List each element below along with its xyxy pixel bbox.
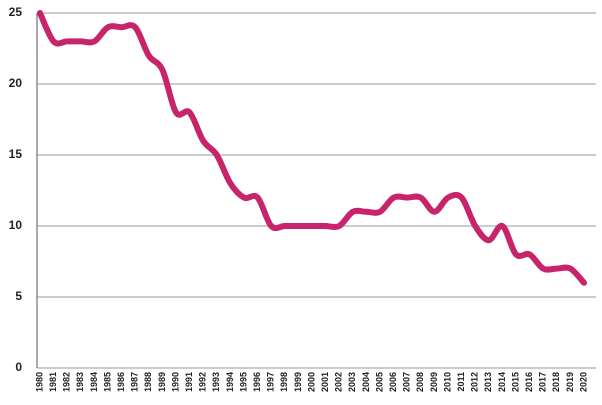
x-tick-label: 1993 xyxy=(211,372,221,392)
x-tick-label: 2010 xyxy=(442,372,452,392)
x-tick-label: 1981 xyxy=(48,372,58,392)
x-tick-label: 1995 xyxy=(238,372,248,392)
x-tick-label: 2014 xyxy=(497,372,507,392)
x-tick-label: 1983 xyxy=(75,372,85,392)
x-tick-label: 1991 xyxy=(184,372,194,392)
x-tick-label: 2003 xyxy=(347,372,357,392)
y-tick-label: 25 xyxy=(9,5,23,19)
x-tick-label: 2019 xyxy=(565,372,575,392)
x-tick-label: 1984 xyxy=(89,372,99,392)
x-tick-label: 2002 xyxy=(334,372,344,392)
x-tick-label: 1992 xyxy=(198,372,208,392)
x-tick-label: 1997 xyxy=(266,372,276,392)
x-tick-label: 1986 xyxy=(116,372,126,392)
x-tick-label: 2005 xyxy=(374,372,384,392)
x-tick-label: 1980 xyxy=(34,372,44,392)
y-tick-label: 0 xyxy=(15,360,22,374)
x-tick-label: 1989 xyxy=(157,372,167,392)
x-tick-label: 2004 xyxy=(361,372,371,392)
x-tick-label: 2018 xyxy=(551,372,561,392)
x-tick-label: 2006 xyxy=(388,372,398,392)
x-tick-label: 2013 xyxy=(483,372,493,392)
x-tick-label: 2016 xyxy=(524,372,534,392)
x-tick-label: 2011 xyxy=(456,372,466,392)
x-tick-label: 1990 xyxy=(170,372,180,392)
x-tick-label: 1985 xyxy=(102,372,112,392)
x-tick-label: 1999 xyxy=(293,372,303,392)
x-tick-label: 1994 xyxy=(225,372,235,392)
x-tick-label: 2020 xyxy=(578,372,588,392)
x-tick-label: 2009 xyxy=(429,372,439,392)
x-tick-label: 1988 xyxy=(143,372,153,392)
x-tick-label: 2008 xyxy=(415,372,425,392)
x-tick-label: 2001 xyxy=(320,372,330,392)
y-tick-label: 10 xyxy=(9,218,23,232)
x-tick-label: 1987 xyxy=(130,372,140,392)
x-tick-label: 2015 xyxy=(510,372,520,392)
x-tick-label: 2007 xyxy=(402,372,412,392)
x-tick-label: 2012 xyxy=(470,372,480,392)
x-tick-label: 1982 xyxy=(62,372,72,392)
x-tick-label: 2000 xyxy=(306,372,316,392)
line xyxy=(37,10,587,286)
y-tick-label: 20 xyxy=(9,76,23,90)
x-tick-label: 1998 xyxy=(279,372,289,392)
y-tick-label: 5 xyxy=(15,289,22,303)
y-tick-label: 15 xyxy=(9,147,23,161)
x-tick-label: 2017 xyxy=(538,372,548,392)
x-tick-label: 1996 xyxy=(252,372,262,392)
